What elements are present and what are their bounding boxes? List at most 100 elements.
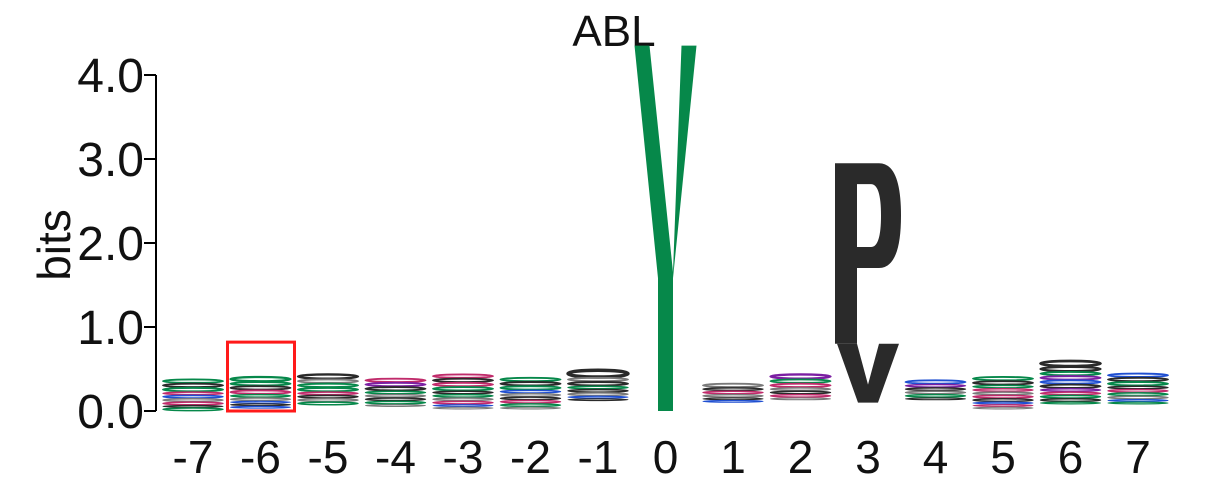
residue-mark [1039,387,1102,393]
residue-mark [162,391,224,396]
residue-mark [1107,395,1169,400]
logo-stack [364,377,427,408]
residue-mark [972,376,1034,382]
x-tick-label: -4 [375,431,416,483]
logo-stack [904,379,967,401]
residue-mark [972,398,1034,403]
residue-mark [229,405,292,409]
residue-mark [499,393,562,398]
x-tick-label: 6 [1058,431,1084,483]
residue-mark [1107,376,1169,383]
residue-mark [297,378,359,384]
residue-mark [1107,385,1169,390]
letter-Y-glyph [634,45,697,411]
residue-mark [364,377,427,383]
logo-stacks [162,45,1169,412]
residue-mark [229,393,292,398]
residue-mark [972,380,1034,386]
residue-mark [972,384,1034,389]
residue-mark [1039,375,1102,381]
residue-mark [1107,401,1169,405]
residue-mark [162,386,224,393]
residue-mark [364,400,427,405]
residue-mark [904,390,967,395]
x-tick-label: -1 [578,431,619,483]
logo-stack [972,376,1034,410]
residue-mark [1107,392,1169,397]
residue-mark [364,381,427,388]
highlight-layer [226,340,296,413]
residue-mark [432,386,494,392]
residue-mark [972,404,1034,408]
residue-mark [702,393,764,398]
y-tick-label: 2.0 [77,218,144,271]
residue-mark [499,389,562,394]
residue-mark [297,394,359,399]
logo-stack [296,373,360,406]
residue-mark [297,391,359,396]
residue-mark [1107,388,1169,393]
y-tick-label: 3.0 [77,134,144,187]
logo-stack [229,375,292,409]
residue-mark [229,389,292,395]
y-axis: 0.0 1.0 2.0 3.0 4.0 [77,50,157,439]
residue-mark [1039,398,1102,403]
residue-mark [702,397,764,401]
y-tick-label: 4.0 [77,50,144,103]
x-tick-label: -2 [510,431,551,483]
residue-mark [972,401,1034,405]
residue-mark [499,396,562,401]
x-tick-label: -7 [173,431,214,483]
residue-mark [972,387,1034,393]
residue-mark [499,376,562,383]
x-tick-label: 0 [653,431,679,483]
residue-mark [1039,370,1102,377]
residue-mark [904,383,967,388]
residue-mark [769,382,832,389]
residue-mark [229,385,292,391]
residue-mark [364,393,427,398]
x-axis: -7 -6 -5 -4 -3 -2 -1 0 1 2 3 4 5 6 7 [173,431,1151,483]
residue-mark [162,382,224,389]
logo-stack [634,45,697,411]
logo-stack [499,376,562,410]
residue-mark [432,390,494,395]
residue-mark [297,401,359,406]
residue-mark [432,373,494,379]
residue-mark [904,387,967,392]
residue-mark [499,403,562,408]
residue-mark [1039,379,1102,385]
logo-stack [1107,372,1169,405]
residue-mark [904,393,967,398]
residue-mark [432,400,494,405]
residue-mark [1039,359,1102,368]
residue-mark [229,403,292,407]
x-tick-label: 5 [990,431,1016,483]
residue-mark [364,386,427,392]
residue-mark [499,381,562,387]
residue-mark [769,387,832,392]
residue-mark [364,397,427,402]
residue-mark [567,376,629,383]
residue-mark [567,398,629,402]
residue-mark [162,407,224,412]
residue-mark [499,385,562,391]
residue-mark [432,404,494,408]
residue-mark [1039,394,1102,399]
residue-mark [567,385,629,390]
residue-mark [769,373,832,380]
y-tick-label: 1.0 [77,302,144,355]
residue-mark [1039,391,1102,396]
logo-stack [432,373,494,410]
residue-mark [566,368,630,379]
highlight-box [226,340,296,413]
residue-mark [364,390,427,395]
logo-stack [566,368,630,402]
residue-mark [229,381,292,387]
residue-mark [162,378,224,384]
residue-mark [162,401,224,406]
residue-mark [904,397,967,401]
x-tick-label: 3 [855,431,881,483]
residue-mark [567,381,629,387]
